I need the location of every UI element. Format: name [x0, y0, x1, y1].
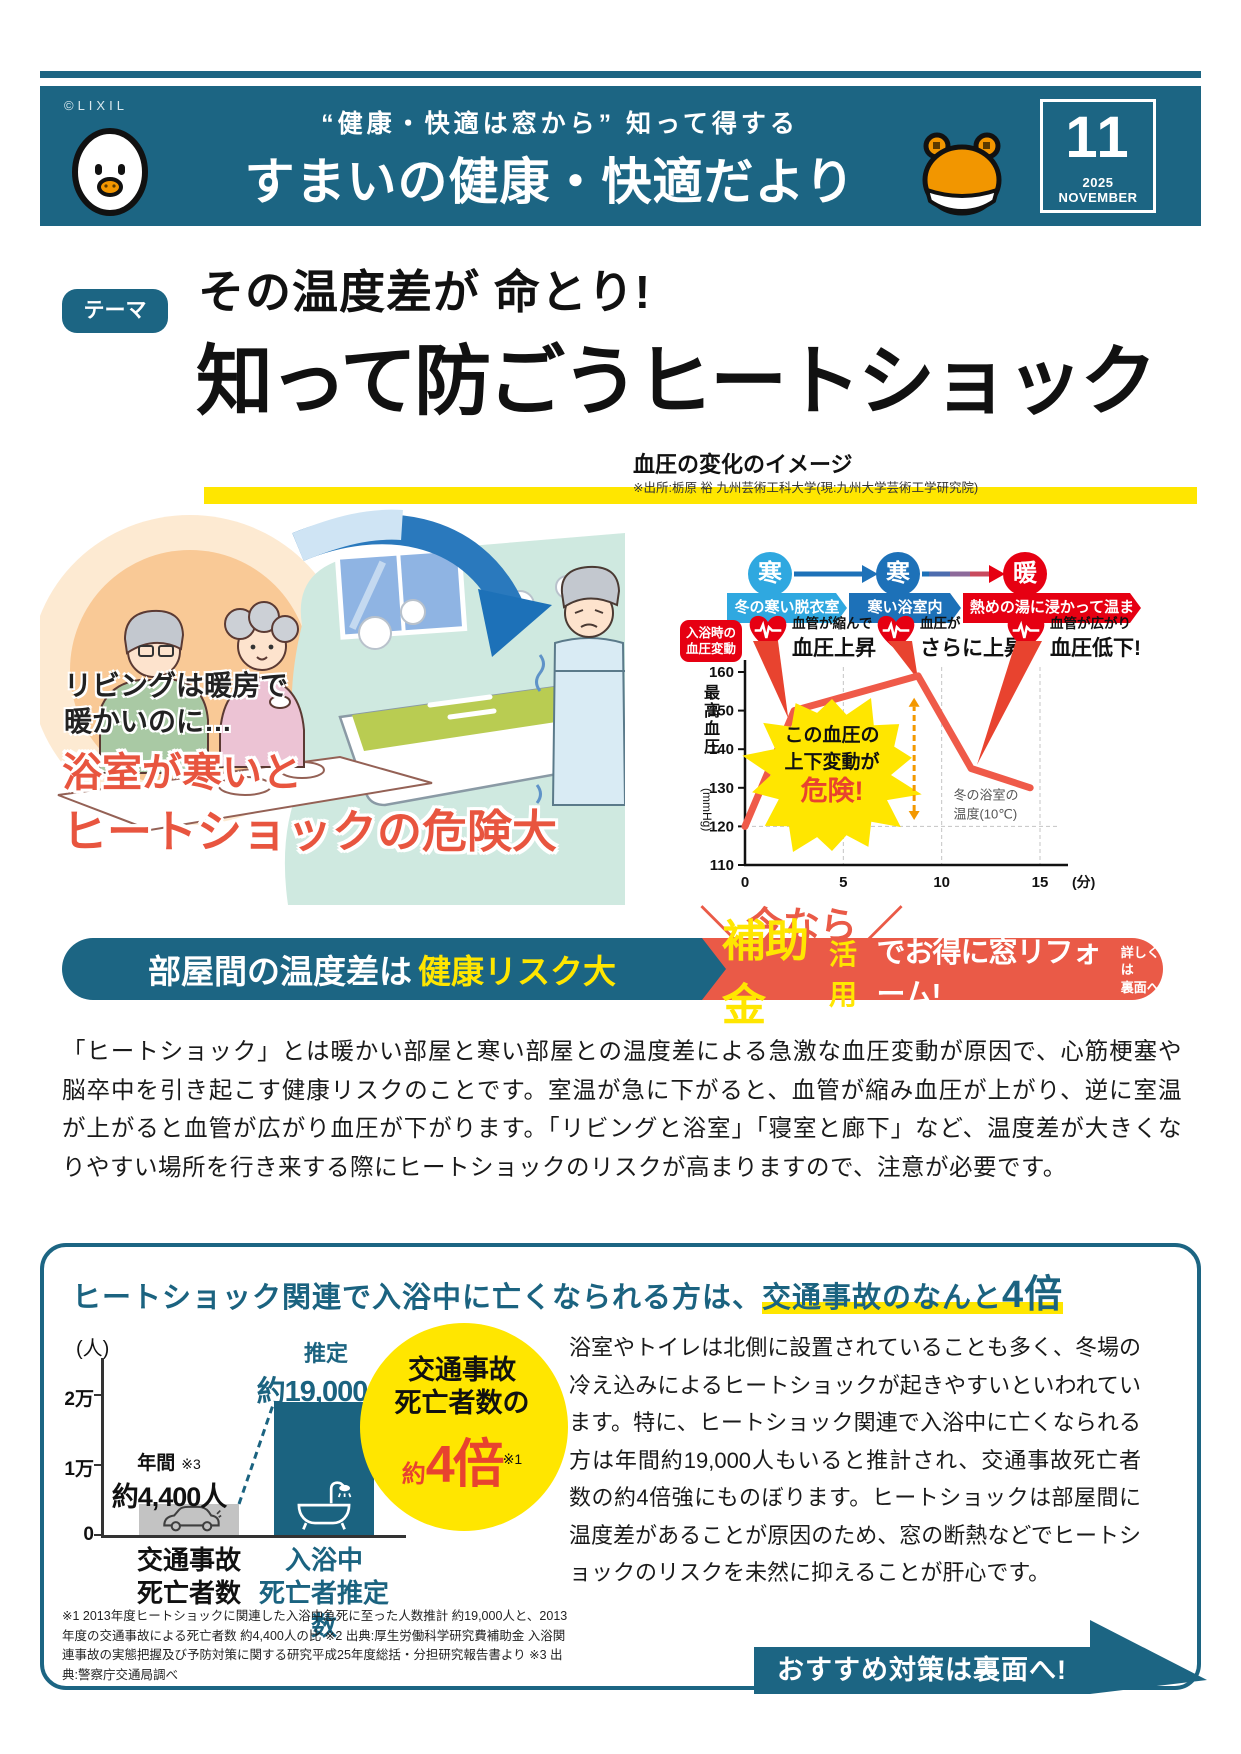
bp-y-axis-unit: (mmHg) — [700, 788, 714, 832]
svg-text:120: 120 — [709, 818, 734, 835]
caption-cold-bath-1: 浴室が寒いと — [62, 751, 302, 795]
see-back-note: 詳しくは 裏面へ — [1120, 944, 1160, 995]
issue-number: 11 — [1065, 105, 1131, 170]
bp-effect-1: 血管が縮んで 血圧上昇 — [792, 616, 876, 660]
bar-x-axis — [101, 1535, 406, 1538]
health-risk-highlight: 健康リスク大 — [418, 953, 616, 990]
caption-cold-bath-2: ヒートショックの危険大 — [62, 806, 558, 857]
chick-mascot-icon — [72, 128, 148, 216]
stats-paragraph: 浴室やトイレは北側に設置されていることも多く、冬場の冷え込みによるヒートショック… — [569, 1335, 1141, 1585]
warm-couple — [57, 601, 433, 832]
theme-subtitle: その温度差が 命とり! — [198, 266, 652, 318]
stats-section: ヒートショック関連で入浴中に亡くなられる方は、交通事故のなんと4倍 (人) 2万… — [40, 1243, 1207, 1694]
bp-effect-3: 血管が広がり 血圧低下! — [1050, 616, 1141, 660]
promo-banner-left: 部屋間の温度差は 健康リスク大 — [62, 938, 702, 1000]
bar-y-axis — [101, 1358, 104, 1537]
frog-mascot-icon — [922, 132, 1002, 216]
title-underline — [204, 487, 1197, 504]
svg-text:5: 5 — [839, 874, 847, 891]
car-icon — [163, 1505, 222, 1532]
death-bar-chart: (人) 2万 1万 0 — [64, 1323, 569, 1641]
stage-circle-cold1: 寒 — [748, 552, 792, 596]
bar-caption-bathing: 入浴中 死亡者推定数 — [258, 1545, 389, 1641]
stage-label-bathroom: 寒い浴室内 — [849, 593, 961, 623]
bp-diagram-title: 血圧の変化のイメージ — [633, 452, 853, 477]
bar-traffic-deaths — [139, 1504, 239, 1535]
svg-text:温度(10℃): 温度(10℃) — [953, 806, 1017, 821]
bp-effect-2: 血圧が さらに上昇! — [920, 616, 1032, 660]
bathtub-icon — [297, 1481, 352, 1530]
stage-label-dressing-room: 冬の寒い脱衣室 — [727, 593, 847, 623]
svg-text:10: 10 — [933, 874, 950, 891]
svg-text:140: 140 — [709, 741, 734, 758]
copyright: ©LIXIL — [64, 98, 128, 113]
theme-badge: テーマ — [62, 289, 168, 333]
svg-text:冬の浴室の: 冬の浴室の — [953, 787, 1018, 802]
bp-y-axis-label: 最高血圧 — [701, 684, 718, 756]
scene-illustration — [40, 509, 625, 905]
stage-arrows — [794, 565, 1005, 583]
cta-see-back: おすすめ対策は裏面へ! — [777, 1655, 1067, 1685]
danger-burst-text: この血圧の 上下変動が 危険! — [784, 725, 880, 806]
stats-heading: ヒートショック関連で入浴中に亡くなられる方は、交通事故のなんと4倍 — [72, 1274, 1064, 1316]
tagline: “健康・快適は窓から” 知って得する — [321, 110, 799, 138]
svg-text:130: 130 — [709, 780, 734, 797]
banner-arrow-point — [702, 938, 726, 1000]
shivering-man — [535, 565, 625, 806]
bp-badge: 入浴時の 血圧変動 — [680, 620, 742, 662]
four-times-bubble-text: 交通事故 死亡者数の 約4倍※1 — [394, 1355, 530, 1494]
svg-text:160: 160 — [709, 664, 734, 681]
bathroom-window — [334, 546, 468, 640]
cta-banner-shape — [754, 1620, 1207, 1694]
svg-text:15: 15 — [1032, 874, 1049, 891]
footnote: ※1 2013年度ヒートショックに関連した入浴中急死に至った人数推計 約19,0… — [62, 1609, 568, 1682]
svg-text:150: 150 — [709, 703, 734, 720]
top-accent-strip — [40, 71, 1201, 78]
heading-highlight: 交通事故のなんと4倍 — [762, 1274, 1064, 1316]
caption-warm-living: リビングは暖房で 暖かいのに… — [64, 670, 289, 737]
svg-text:0: 0 — [741, 874, 749, 891]
svg-text:(分): (分) — [1072, 874, 1095, 890]
bp-diagram-source: ※出所:栃原 裕 九州芸術工科大学(現:九州大学芸術工学研究院) — [633, 481, 979, 495]
newsletter-title: すまいの健康・快適だより — [244, 154, 856, 210]
traffic-death-value: 年間 ※3 約4,400人 — [111, 1453, 228, 1512]
stage-circle-cold2: 寒 — [876, 552, 920, 596]
bar-bathing-deaths — [274, 1402, 374, 1535]
promo-banner-right: 補助金 活用 でお得に窓リフォーム! 詳しくは 裏面へ — [700, 917, 1163, 1030]
bar-chart-unit: (人) — [76, 1338, 110, 1360]
theme-title: 知って防ごうヒートショック — [196, 339, 1157, 425]
issue-box: 11 2025 NOVEMBER — [1040, 99, 1156, 213]
bar-caption-traffic: 交通事故 死亡者数 — [136, 1545, 241, 1608]
issue-date: 2025 NOVEMBER — [1058, 174, 1138, 205]
intro-paragraph: 「ヒートショック」とは暖かい部屋と寒い部屋との温度差による急激な血圧変動が原因で… — [62, 1038, 1182, 1180]
four-times-bubble — [360, 1323, 568, 1531]
stage-circle-warm: 暖 — [1003, 552, 1047, 596]
svg-text:110: 110 — [710, 857, 734, 874]
subsidy-text: 補助金 — [722, 917, 809, 1030]
masthead: ©LIXIL “健康・快適は窓から” 知って得する すまいの健康・快適だより 1… — [40, 86, 1201, 226]
